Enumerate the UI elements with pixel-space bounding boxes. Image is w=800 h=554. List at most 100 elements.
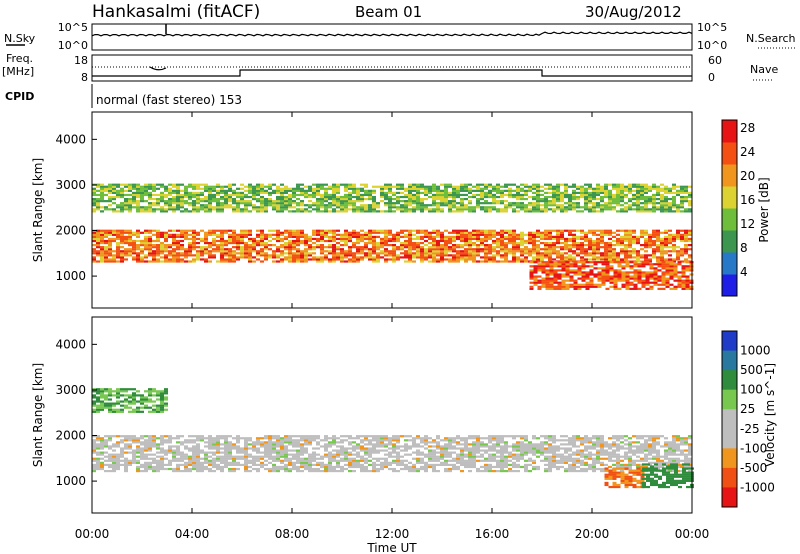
power-cell — [204, 248, 208, 251]
power-cell — [681, 279, 686, 282]
power-cell — [244, 193, 248, 197]
power-cell — [528, 208, 532, 211]
velocity-cell — [332, 437, 336, 440]
power-cell — [508, 260, 512, 263]
velocity-cell — [204, 461, 208, 464]
power-cell — [288, 235, 292, 239]
power-cell — [160, 197, 164, 201]
power-cell — [680, 202, 684, 205]
power-cell — [464, 248, 468, 251]
power-cell — [653, 279, 658, 282]
power-cell — [641, 261, 646, 264]
velocity-cell — [172, 459, 176, 462]
velocity-cell — [404, 449, 408, 452]
power-cell — [589, 279, 594, 282]
power-cell — [104, 231, 108, 234]
velocity-cell — [216, 465, 220, 469]
power-cell — [573, 273, 578, 276]
velocity-cell — [420, 465, 424, 469]
power-cell — [268, 239, 272, 243]
power-cell — [496, 202, 500, 205]
power-cell — [264, 208, 268, 211]
power-cell — [276, 260, 280, 263]
power-cell — [296, 229, 300, 232]
velocity-cell — [324, 437, 328, 440]
power-cell — [488, 202, 492, 205]
power-cell — [256, 189, 260, 192]
power-cell — [244, 252, 248, 255]
power-cell — [100, 260, 104, 263]
power-cell — [424, 208, 428, 211]
power-cell — [645, 277, 650, 280]
power-cell — [604, 241, 608, 245]
power-cell — [641, 281, 646, 284]
velocity-cell — [296, 453, 300, 456]
power-cell — [196, 208, 200, 211]
power-cell — [448, 206, 452, 209]
power-cell — [460, 258, 464, 261]
power-cell — [412, 197, 416, 201]
velocity-cell — [376, 451, 380, 454]
power-cell — [629, 267, 634, 270]
power-cell — [424, 235, 428, 239]
power-cell — [660, 202, 664, 205]
velocity-cell — [164, 457, 168, 460]
power-cell — [200, 254, 204, 257]
power-cell — [549, 267, 554, 270]
power-cell — [488, 185, 492, 188]
power-cell — [176, 189, 180, 192]
power-cell — [176, 193, 180, 197]
velocity-cell — [300, 435, 304, 438]
velocity-cell — [344, 449, 348, 452]
power-cell — [308, 200, 312, 203]
power-cell — [264, 246, 268, 249]
power-cell — [600, 241, 604, 245]
power-cell — [108, 237, 112, 241]
velocity-cell — [408, 467, 412, 471]
velocity-cell — [224, 449, 228, 452]
power-cell — [220, 250, 224, 253]
velocity-cell — [164, 463, 168, 467]
power-cell — [681, 287, 686, 290]
power-cell — [565, 265, 570, 268]
velocity-cell — [160, 447, 164, 450]
power-cell — [580, 189, 584, 192]
power-cell — [436, 258, 440, 261]
power-cell — [308, 185, 312, 188]
power-cell — [180, 197, 184, 201]
velocity-cell — [372, 461, 376, 464]
power-cell — [645, 271, 650, 274]
power-cell — [492, 197, 496, 201]
power-cell — [188, 193, 192, 197]
power-cell — [460, 208, 464, 211]
power-cell — [184, 229, 188, 232]
power-cell — [324, 235, 328, 239]
velocity-cell — [284, 453, 288, 456]
velocity-cell — [256, 447, 260, 450]
power-cell — [620, 187, 624, 190]
velocity-cell — [120, 449, 124, 452]
velocity-cell — [240, 449, 244, 452]
velocity-cell — [308, 455, 312, 458]
velocity-cell — [148, 449, 152, 452]
power-cell — [168, 246, 172, 249]
velocity-cell — [168, 441, 172, 444]
velocity-cell — [104, 439, 108, 442]
power-cell — [432, 202, 436, 205]
power-cell — [160, 248, 164, 251]
power-cell — [648, 258, 652, 261]
power-cell — [368, 256, 372, 259]
power-cell — [636, 256, 640, 259]
velocity-cell — [288, 461, 292, 464]
velocity-cell — [252, 443, 256, 446]
power-cell — [652, 183, 656, 186]
power-cell — [372, 246, 376, 249]
power-cell — [368, 235, 372, 239]
power-cell — [412, 183, 416, 186]
power-cell — [564, 252, 568, 255]
velocity-cell — [244, 443, 248, 446]
power-cell — [644, 241, 648, 245]
power-cell — [296, 208, 300, 211]
power-cell — [144, 235, 148, 239]
